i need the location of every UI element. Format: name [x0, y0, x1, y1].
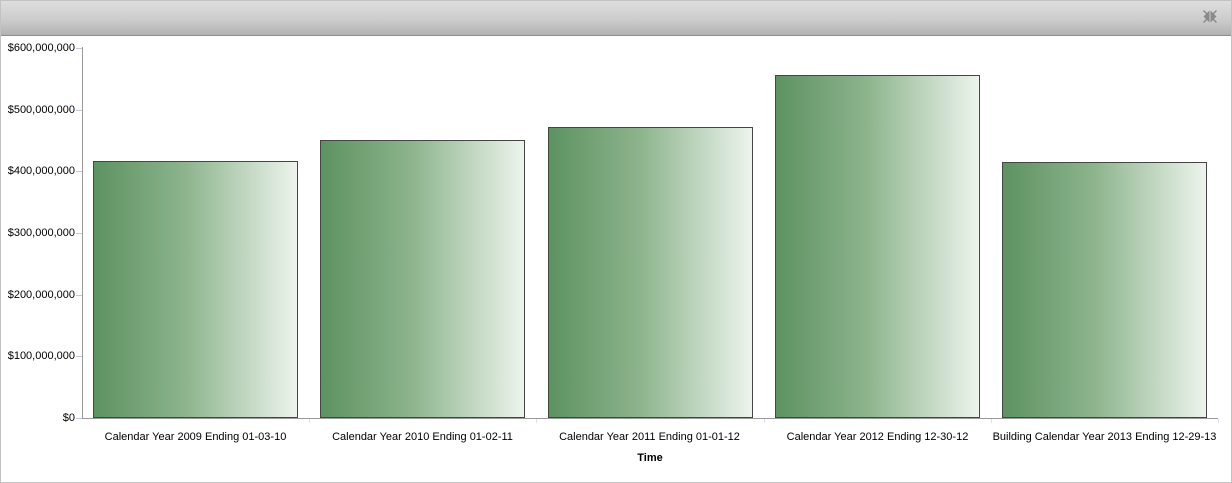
x-axis-tick — [309, 419, 310, 423]
y-axis-tick — [76, 294, 82, 296]
y-axis-tick-label: $200,000,000 — [7, 288, 75, 301]
x-axis-tick — [1218, 419, 1219, 423]
y-axis-tick-label: $300,000,000 — [7, 227, 75, 239]
collapse-arrows-icon[interactable] — [1202, 9, 1218, 24]
y-axis-tick-label: $500,000,000 — [7, 103, 75, 116]
bar-chart: Time $0 $100,000,000 $200,000,000 $300,000,… — [1, 36, 1231, 482]
y-axis-line — [82, 47, 83, 419]
y-axis-tick-label: $0 — [62, 412, 75, 424]
x-axis-category-label: Calendar Year 2012 Ending 12-30-12 — [786, 431, 969, 443]
y-axis-tick — [76, 171, 82, 173]
y-axis-tick-label: $400,000,000 — [7, 165, 75, 178]
y-axis-tick — [76, 233, 82, 234]
x-axis-tick — [536, 419, 537, 423]
x-axis-line — [82, 418, 1218, 419]
x-axis-tick — [991, 419, 992, 423]
x-axis-category-label: Calendar Year 2009 Ending 01-03-10 — [104, 431, 287, 443]
bar[interactable] — [1002, 162, 1207, 418]
y-axis-tick — [76, 418, 82, 419]
bar[interactable] — [93, 161, 298, 418]
x-axis-category-label: Calendar Year 2011 Ending 01-01-12 — [559, 431, 740, 443]
x-axis-category-label: Building Calendar Year 2013 Ending 12-29… — [992, 431, 1217, 443]
bar[interactable] — [548, 127, 753, 418]
y-axis-tick-label: $100,000,000 — [7, 350, 75, 363]
y-axis-tick — [76, 109, 82, 111]
bar[interactable] — [775, 75, 980, 418]
x-axis-tick — [764, 419, 765, 423]
y-axis-tick — [76, 356, 82, 358]
x-axis-title: Time — [637, 452, 663, 464]
y-axis-tick — [76, 48, 82, 49]
bar[interactable] — [320, 140, 525, 418]
y-axis-tick-label: $600,000,000 — [7, 42, 75, 54]
panel-header — [1, 1, 1231, 36]
x-axis-category-label: Calendar Year 2010 Ending 01-02-11 — [332, 431, 513, 443]
